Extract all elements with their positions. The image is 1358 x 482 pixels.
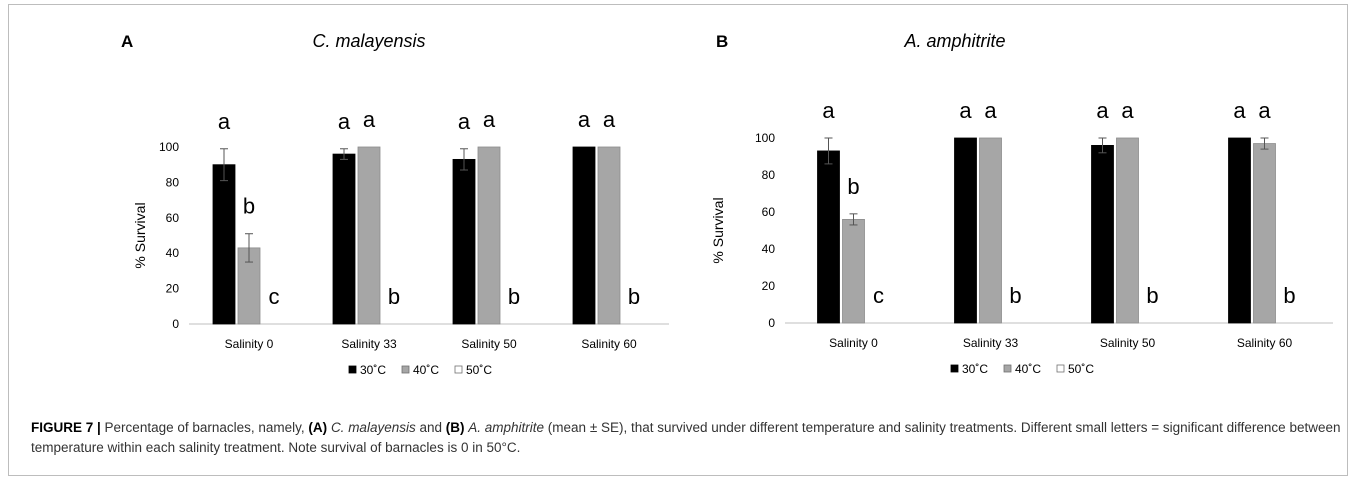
- caption-text-2: and: [415, 420, 446, 435]
- figure-frame: A C. malayensis 0 20 40 60 80 100 % Survival a b c S…: [8, 4, 1348, 476]
- significance-letter: c: [269, 284, 280, 309]
- bar: [332, 153, 356, 325]
- x-tick-label: Salinity 0: [225, 337, 274, 351]
- bar: [1253, 143, 1276, 324]
- significance-letter: a: [1121, 98, 1134, 123]
- y-tick-label: 0: [768, 316, 775, 330]
- y-tick-label: 40: [762, 242, 776, 256]
- legend-swatch: [348, 365, 357, 374]
- bar: [954, 137, 977, 324]
- significance-letter: a: [603, 107, 616, 132]
- bar: [452, 158, 476, 325]
- legend-swatch: [1003, 364, 1012, 373]
- significance-letter: a: [578, 107, 591, 132]
- y-tick-label: 0: [172, 317, 179, 331]
- y-tick-label: 20: [166, 282, 180, 296]
- bar: [212, 164, 236, 325]
- panel-label: B: [716, 32, 728, 51]
- chart-title: A. amphitrite: [903, 31, 1005, 51]
- bar: [572, 146, 596, 325]
- significance-letter: a: [959, 98, 972, 123]
- caption-label-a: (A): [308, 420, 328, 435]
- y-tick-label: 80: [762, 168, 776, 182]
- significance-letter: b: [1283, 283, 1295, 308]
- x-tick-label: Salinity 50: [1100, 336, 1156, 350]
- caption-figure-label: FIGURE 7 |: [31, 420, 101, 435]
- y-axis-label: % Survival: [710, 197, 726, 263]
- caption-text-3: (mean ± SE), that survived under differe…: [31, 420, 1341, 455]
- legend-entry: 50˚C: [466, 363, 492, 377]
- significance-letter: b: [243, 194, 255, 219]
- x-tick-label: Salinity 33: [963, 336, 1019, 350]
- significance-letter: b: [508, 284, 520, 309]
- y-tick-label: 60: [166, 211, 180, 225]
- legend-entry: 50˚C: [1068, 362, 1094, 376]
- y-tick-label: 40: [166, 246, 180, 260]
- significance-letter: b: [628, 284, 640, 309]
- legend-swatch: [401, 365, 410, 374]
- x-tick-label: Salinity 60: [581, 337, 637, 351]
- legend-swatch: [1056, 364, 1065, 373]
- significance-letter: a: [822, 98, 835, 123]
- y-tick-label: 100: [159, 140, 179, 154]
- significance-letter: a: [984, 98, 997, 123]
- y-tick-label: 80: [166, 175, 180, 189]
- significance-letter: a: [218, 109, 231, 134]
- chart-title: C. malayensis: [312, 31, 425, 51]
- legend-entry: 40˚C: [1015, 362, 1041, 376]
- caption-label-b: (B): [445, 420, 465, 435]
- legend-swatch: [454, 365, 463, 374]
- bar: [1116, 137, 1139, 324]
- legend-swatch: [950, 364, 959, 373]
- significance-letter: b: [388, 284, 400, 309]
- x-tick-label: Salinity 33: [341, 337, 397, 351]
- significance-letter: b: [1009, 283, 1021, 308]
- bar: [842, 218, 865, 324]
- y-tick-label: 100: [755, 131, 775, 145]
- significance-letter: a: [338, 109, 351, 134]
- bar: [1228, 137, 1251, 324]
- significance-letter: c: [873, 283, 884, 308]
- y-axis-label: % Survival: [132, 202, 148, 268]
- x-tick-label: Salinity 60: [1237, 336, 1293, 350]
- panel-label: A: [121, 32, 133, 51]
- x-tick-label: Salinity 50: [461, 337, 517, 351]
- bar: [979, 137, 1002, 324]
- bar: [1091, 144, 1114, 324]
- significance-letter: b: [1146, 283, 1158, 308]
- legend-entry: 30˚C: [962, 362, 988, 376]
- significance-letter: a: [483, 107, 496, 132]
- legend-entry: 40˚C: [413, 363, 439, 377]
- chart-panel-b: B A. amphitrite 0 20 40 60 80 100 % Survival a b c S…: [710, 31, 1333, 376]
- caption-species-b: A. amphitrite: [468, 420, 545, 435]
- significance-letter: a: [363, 107, 376, 132]
- significance-letter: a: [458, 109, 471, 134]
- y-tick-label: 20: [762, 279, 776, 293]
- x-tick-label: Salinity 0: [829, 336, 878, 350]
- figure-caption: FIGURE 7 | Percentage of barnacles, name…: [31, 418, 1341, 458]
- significance-letter: a: [1258, 98, 1271, 123]
- bar: [477, 146, 501, 325]
- chart-panel-a: A C. malayensis 0 20 40 60 80 100 % Survival a b c S…: [121, 31, 669, 377]
- bar: [597, 146, 621, 325]
- significance-letter: a: [1096, 98, 1109, 123]
- bar: [357, 146, 381, 325]
- significance-letter: b: [847, 174, 859, 199]
- legend-entry: 30˚C: [360, 363, 386, 377]
- bar: [817, 150, 840, 324]
- caption-text-1: Percentage of barnacles, namely,: [100, 420, 309, 435]
- y-tick-label: 60: [762, 205, 776, 219]
- caption-species-a: C. malayensis: [330, 420, 416, 435]
- significance-letter: a: [1233, 98, 1246, 123]
